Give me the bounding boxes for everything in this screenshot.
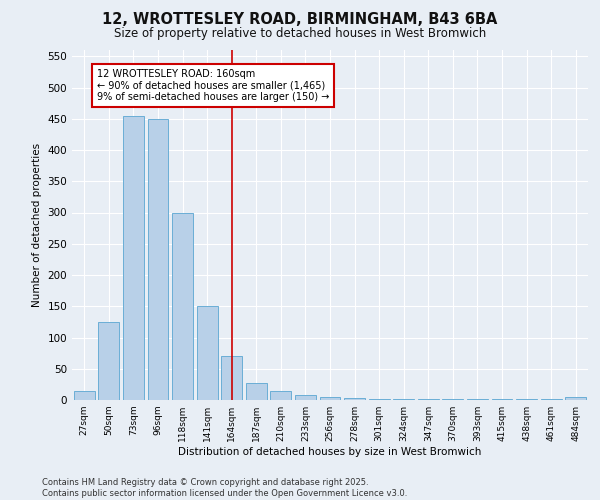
Bar bbox=[74, 390, 95, 400]
Text: Contains HM Land Registry data © Crown copyright and database right 2025.
Contai: Contains HM Land Registry data © Crown c… bbox=[42, 478, 407, 498]
Text: 12 WROTTESLEY ROAD: 160sqm
← 90% of detached houses are smaller (1,465)
9% of se: 12 WROTTESLEY ROAD: 160sqm ← 90% of deta… bbox=[97, 69, 329, 102]
Bar bbox=[197, 306, 218, 400]
Bar bbox=[295, 395, 316, 400]
Text: Size of property relative to detached houses in West Bromwich: Size of property relative to detached ho… bbox=[114, 28, 486, 40]
Bar bbox=[320, 397, 340, 400]
Bar bbox=[271, 390, 292, 400]
Bar bbox=[148, 119, 169, 400]
Text: 12, WROTTESLEY ROAD, BIRMINGHAM, B43 6BA: 12, WROTTESLEY ROAD, BIRMINGHAM, B43 6BA bbox=[103, 12, 497, 28]
Bar bbox=[565, 397, 586, 400]
Y-axis label: Number of detached properties: Number of detached properties bbox=[32, 143, 42, 307]
Bar bbox=[246, 382, 267, 400]
Bar bbox=[221, 356, 242, 400]
X-axis label: Distribution of detached houses by size in West Bromwich: Distribution of detached houses by size … bbox=[178, 447, 482, 457]
Bar bbox=[172, 212, 193, 400]
Bar bbox=[344, 398, 365, 400]
Bar bbox=[368, 399, 389, 400]
Bar bbox=[123, 116, 144, 400]
Bar bbox=[98, 322, 119, 400]
